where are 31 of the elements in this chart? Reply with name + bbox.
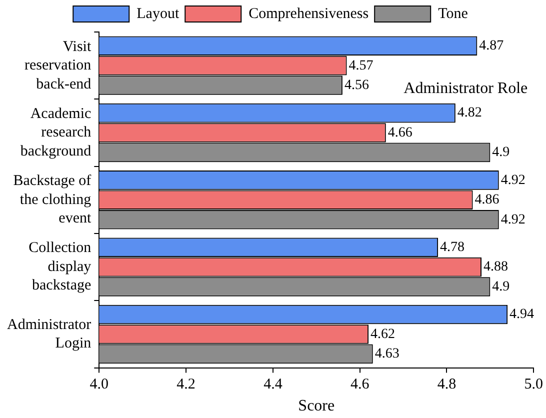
x-tick-label: 4.2: [176, 376, 196, 393]
data-label: 4.66: [388, 125, 412, 140]
y-tick-label: Administrator Login: [7, 316, 92, 352]
data-label: 4.88: [483, 260, 508, 275]
data-label: 4.87: [479, 38, 504, 54]
data-label: 4.57: [348, 58, 374, 74]
data-label: 4.9: [492, 279, 510, 294]
annotation: Administrator Role: [404, 80, 528, 98]
data-label: 4.62: [370, 326, 396, 342]
data-label: 4.82: [457, 106, 482, 121]
y-tick-label: Collection display backstage: [28, 240, 92, 294]
x-tick-label: 5.0: [524, 376, 543, 393]
data-label: 4.86: [474, 192, 500, 208]
data-label: 4.92: [500, 172, 526, 188]
y-tick-label: Backstage of the clothing event: [13, 173, 92, 227]
data-label: 4.63: [374, 346, 400, 362]
x-tick-label: 4.6: [350, 376, 370, 393]
legend-label: Tone: [438, 6, 468, 22]
data-label: 4.9: [492, 145, 510, 160]
x-axis-title: Score: [298, 398, 335, 415]
legend-label: Layout: [136, 6, 180, 22]
y-tick-label: Academic research background: [20, 106, 92, 160]
data-label: 4.56: [344, 78, 369, 93]
legend-label: Comprehensiveness: [248, 6, 369, 22]
data-label: 4.78: [440, 240, 465, 256]
x-tick-label: 4.0: [90, 376, 109, 393]
data-label: 4.92: [500, 212, 526, 228]
data-label: 4.94: [510, 307, 534, 322]
x-tick-label: 4.8: [437, 376, 456, 393]
y-tick-label: Visit reservation back-end: [24, 38, 92, 92]
x-tick-label: 4.4: [264, 376, 283, 393]
